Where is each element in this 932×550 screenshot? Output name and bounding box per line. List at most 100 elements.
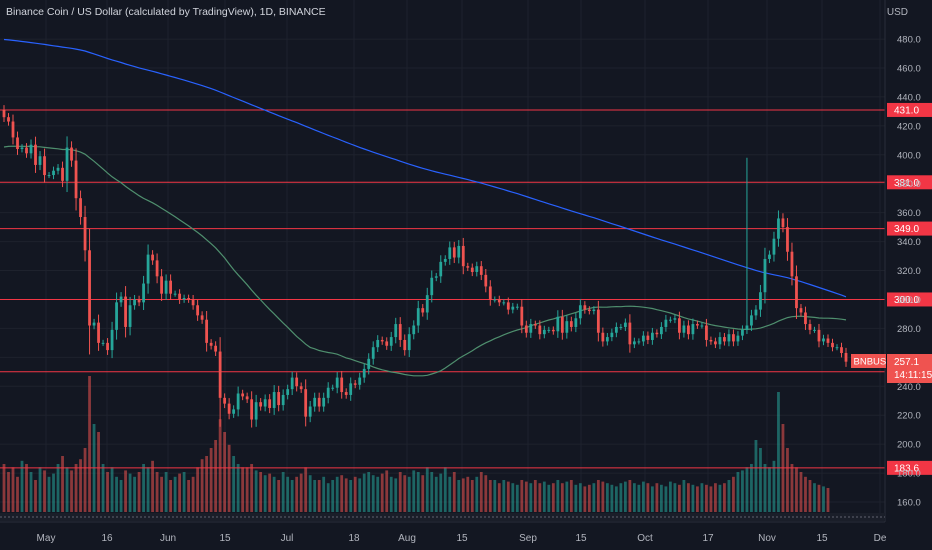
candle-body xyxy=(479,266,483,275)
volume-bar xyxy=(592,483,596,512)
candle-body xyxy=(218,351,222,398)
volume-bar xyxy=(475,476,479,512)
candle-body xyxy=(182,298,186,300)
volume-bar xyxy=(605,483,609,512)
candle-body xyxy=(223,397,227,404)
candle-body xyxy=(691,324,695,335)
candle-body xyxy=(736,335,740,342)
volume-bar xyxy=(65,467,69,512)
candle-body xyxy=(641,335,645,342)
time-tick-label: 16 xyxy=(101,533,113,544)
volume-bar xyxy=(565,481,569,512)
volume-bar xyxy=(542,481,546,512)
candle-body xyxy=(493,299,497,301)
volume-bar xyxy=(286,476,290,512)
candle-body xyxy=(88,250,91,326)
candle-body xyxy=(227,403,231,414)
volume-bar xyxy=(461,478,465,512)
volume-bar xyxy=(182,472,186,512)
candle-body xyxy=(777,218,780,239)
volume-bar xyxy=(646,483,650,512)
candle-body xyxy=(578,305,582,319)
volume-bar xyxy=(448,476,452,512)
candle-body xyxy=(146,254,150,284)
candle-body xyxy=(110,329,114,351)
volume-bar xyxy=(659,484,663,512)
last-price-box: BNBUSD 257.1 14:11:15 xyxy=(851,354,932,383)
moving-averages xyxy=(3,38,847,377)
time-tick-label: 15 xyxy=(816,533,828,544)
currency-label: USD xyxy=(886,7,908,18)
candle-body xyxy=(826,338,830,343)
price-axis[interactable]: 160.0180.0200.0220.0240.0260.0280.0300.0… xyxy=(884,0,921,522)
volume-bar xyxy=(353,476,357,512)
volume-bar xyxy=(20,460,24,512)
volume-bar xyxy=(804,476,807,512)
time-tick-label: Aug xyxy=(398,533,416,544)
volume-bar xyxy=(245,467,249,512)
volume-bar xyxy=(160,476,163,512)
last-price-bg xyxy=(887,354,932,383)
candle-body xyxy=(187,298,191,300)
level-label: 300.0 xyxy=(894,295,919,306)
volume-bar xyxy=(308,475,312,512)
symbol-title[interactable]: Binance Coin / US Dollar (calculated by … xyxy=(6,6,328,18)
volume-bar xyxy=(628,480,632,512)
candle-body xyxy=(101,342,105,344)
price-tick-label: 320.0 xyxy=(897,266,921,277)
volume-bar xyxy=(137,472,141,512)
volume-bar xyxy=(394,478,398,512)
candle-body xyxy=(750,315,753,326)
volume-bar xyxy=(106,472,109,512)
volume-bar xyxy=(385,470,389,512)
volume-bar xyxy=(398,472,402,512)
level-label: 183.6 xyxy=(894,463,919,474)
candle-body xyxy=(214,345,218,352)
level-label-bg xyxy=(887,102,932,117)
candle-body xyxy=(241,393,245,397)
volume-bar xyxy=(232,456,236,512)
volume-bar xyxy=(124,470,127,512)
volume-bar xyxy=(772,460,776,512)
time-axis[interactable]: May 16 Jun 15 Jul 18 Aug 15 Sep 15 Oct 17 Nov 15 De xyxy=(37,533,887,544)
candle-body xyxy=(714,341,717,345)
candle-body xyxy=(601,332,605,342)
volume-bar xyxy=(443,467,447,512)
candle-body xyxy=(515,306,519,308)
time-tick-label: Jun xyxy=(160,533,176,544)
volume-bar xyxy=(817,484,821,512)
time-tick-label: Nov xyxy=(758,533,776,544)
level-label-bg xyxy=(887,175,932,190)
candles[interactable] xyxy=(2,105,848,428)
candle-body xyxy=(376,339,380,348)
level-label-bg xyxy=(887,460,932,475)
volume-bar xyxy=(412,470,416,512)
volume-bar xyxy=(727,480,731,512)
volume-bar xyxy=(506,481,510,512)
candle-body xyxy=(155,260,159,277)
price-tick-label: 460.0 xyxy=(897,64,921,75)
candle-body xyxy=(727,334,731,342)
volume-bar xyxy=(723,483,726,512)
volume-bar xyxy=(457,480,461,512)
candle-body xyxy=(268,399,272,408)
candle-body xyxy=(97,322,100,343)
candle-body xyxy=(799,308,803,313)
volume-bar xyxy=(371,475,375,512)
volume-bar xyxy=(547,484,551,512)
volume-bar xyxy=(786,448,789,512)
candle-body xyxy=(250,399,254,420)
level-label-bg xyxy=(887,221,932,236)
volume-bar xyxy=(277,480,281,512)
candle-body xyxy=(340,377,344,393)
candle-body xyxy=(497,299,501,303)
candle-body xyxy=(236,393,240,410)
candle-body xyxy=(56,167,60,171)
volume-bar xyxy=(718,484,722,512)
volume-bar xyxy=(502,480,506,512)
volume-bar xyxy=(110,467,114,512)
volume-bar xyxy=(520,480,524,512)
